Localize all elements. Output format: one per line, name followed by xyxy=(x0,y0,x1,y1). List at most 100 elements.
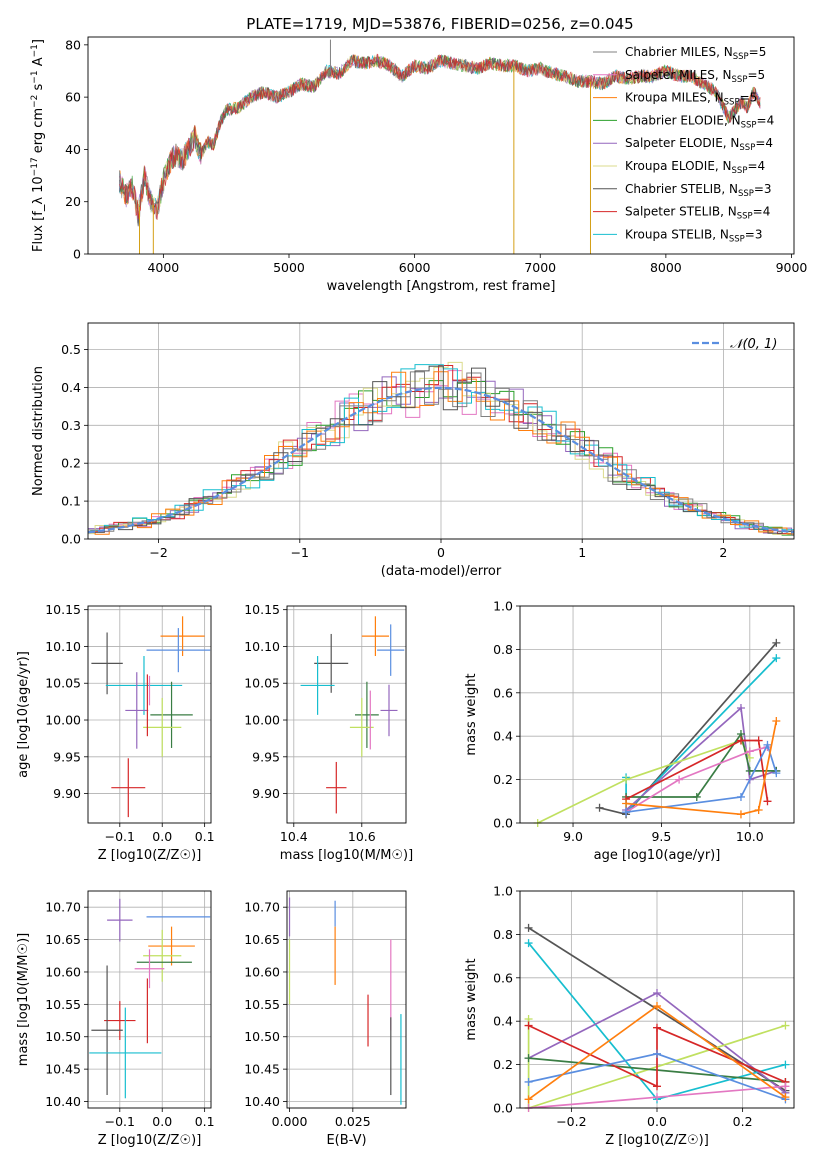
axes-frame xyxy=(519,890,795,1109)
y-tick-label: 10.40 xyxy=(45,1094,81,1109)
y-tick-label: 10.05 xyxy=(45,676,81,691)
x-tick-label: 0.025 xyxy=(335,1114,371,1129)
y-tick-label: 10.50 xyxy=(45,1029,81,1044)
y-tick-label: 9.95 xyxy=(252,749,280,764)
label-fragment: Z [log10(Z/Z☉)] xyxy=(605,1133,709,1148)
plus-marker xyxy=(763,797,772,806)
mass-weight-line xyxy=(625,746,768,813)
x-tick-label: −0.2 xyxy=(556,1114,586,1129)
x-tick-label: 9000 xyxy=(776,260,808,275)
y-axis-label: age [log10(age/yr)] xyxy=(16,651,31,778)
legend-val: =5 xyxy=(749,45,767,59)
x-tick-label: 10.0 xyxy=(736,829,764,844)
y-tick-label: 10.50 xyxy=(244,1029,280,1044)
y-tick-label: 10.05 xyxy=(244,676,280,691)
y-tick-label: 0.0 xyxy=(493,1101,513,1116)
y-tick-label: 60 xyxy=(65,90,81,105)
label-fragment: −17 xyxy=(30,157,40,176)
x-tick-label: 2 xyxy=(719,545,727,560)
plus-marker xyxy=(524,939,533,948)
legend-label: Kroupa ELODIE, NSSP=4 xyxy=(625,159,765,176)
legend-label: Salpeter ELODIE, NSSP=4 xyxy=(625,136,773,153)
y-tick-label: 10.60 xyxy=(244,964,280,979)
y-tick-label: 10.70 xyxy=(45,900,81,915)
label-fragment: (data-model)/error xyxy=(381,564,502,579)
x-tick-label: −2 xyxy=(149,545,167,560)
x-tick-label: 0.0 xyxy=(647,1114,667,1129)
label-fragment: age [log10(age/yr)] xyxy=(594,848,721,863)
panel-massweight-vs-age: 9.0 9.5 10.0 0.0 0.2 0.4 0.6 0.8 1.0 age [log10(a… xyxy=(464,599,795,863)
y-tick-label: 10.70 xyxy=(244,900,280,915)
x-tick-label: −0.1 xyxy=(105,1114,135,1129)
x-tick-label: 0.1 xyxy=(195,829,215,844)
panel-mass-vs-Z: −0.1 0.0 0.1 10.40 10.45 10.50 10.55 10.60 10.65… xyxy=(16,890,215,1148)
legend-text: Salpeter ELODIE, N xyxy=(625,136,739,150)
legend-label: Kroupa STELIB, NSSP=3 xyxy=(625,227,763,244)
legend-sub: SSP xyxy=(732,166,748,176)
figure-title: PLATE=1719, MJD=53876, FIBERID=0256, z=0… xyxy=(246,15,633,33)
plus-marker xyxy=(524,923,533,932)
x-axis-label: wavelength [Angstrom, rest frame] xyxy=(327,279,556,294)
legend-val: =5 xyxy=(740,91,758,105)
legend-text: Kroupa STELIB, N xyxy=(625,227,729,241)
y-tick-label: 0.4 xyxy=(61,380,81,395)
legend-sub: SSP xyxy=(741,120,757,130)
label-fragment: A xyxy=(31,57,46,70)
plus-marker xyxy=(781,1021,790,1030)
y-tick-label: 0.0 xyxy=(493,816,513,831)
legend-label: Salpeter STELIB, NSSP=4 xyxy=(625,205,770,222)
plus-marker xyxy=(653,988,661,997)
y-axis-label: Normed distribution xyxy=(31,366,46,496)
plus-marker xyxy=(736,703,745,712)
plus-marker xyxy=(772,717,781,726)
y-tick-label: 40 xyxy=(65,142,81,157)
y-axis-label: mass weight xyxy=(464,673,479,755)
plus-marker xyxy=(754,805,763,814)
label-fragment: age [log10(age/yr)] xyxy=(16,651,31,778)
label-fragment: ] xyxy=(31,39,46,44)
x-tick-label: 0 xyxy=(437,545,445,560)
plus-marker xyxy=(781,1060,790,1069)
x-axis-label: (data-model)/error xyxy=(381,564,502,579)
panel-mass-vs-EBV: 0.000 0.025 10.40 10.45 10.50 10.55 10.60 10.65… xyxy=(244,890,407,1148)
y-tick-label: 1.0 xyxy=(493,599,513,614)
x-axis-label: Z [log10(Z/Z☉)] xyxy=(98,848,202,863)
y-tick-label: 10.60 xyxy=(45,964,81,979)
panel-age-vs-Z: −0.1 0.0 0.1 9.90 9.95 10.00 10.05 10.10 10.15 Z … xyxy=(16,602,215,863)
plus-marker xyxy=(736,736,745,745)
plus-marker xyxy=(524,1077,533,1086)
y-tick-label: 10.65 xyxy=(244,932,280,947)
plus-marker xyxy=(622,799,631,808)
plus-marker xyxy=(653,1023,661,1032)
legend-text: Salpeter MILES, N xyxy=(625,68,732,82)
plus-marker xyxy=(772,769,781,778)
axes-frame xyxy=(286,605,407,824)
legend-sub: SSP xyxy=(739,143,755,153)
y-tick-label: 0.4 xyxy=(493,729,513,744)
plus-marker xyxy=(675,775,684,784)
legend-label: 𝒩(0, 1) xyxy=(730,337,777,352)
legend-text: Salpeter STELIB, N xyxy=(625,205,737,219)
y-tick-label: 0.8 xyxy=(493,642,513,657)
y-tick-label: 10.15 xyxy=(45,602,81,617)
y-tick-label: 0.5 xyxy=(61,342,81,357)
legend-text: Kroupa MILES, N xyxy=(625,91,724,105)
legend-label: Chabrier ELODIE, NSSP=4 xyxy=(625,113,774,130)
plus-marker xyxy=(736,792,745,801)
panel-spectrum: 4000 5000 6000 7000 8000 9000 0 20 40 60 80 wavelen… xyxy=(30,36,808,294)
plus-marker xyxy=(745,766,754,775)
x-axis-label: Z [log10(Z/Z☉)] xyxy=(605,1133,709,1148)
label-fragment: Z [log10(Z/Z☉)] xyxy=(98,848,202,863)
legend-val: =4 xyxy=(755,136,773,150)
mass-weight-line xyxy=(626,720,778,816)
label-fragment: mass [log10(M/M☉)] xyxy=(280,848,413,863)
y-tick-label: 0.6 xyxy=(493,970,513,985)
x-axis-label: age [log10(age/yr)] xyxy=(594,848,721,863)
x-tick-label: 5000 xyxy=(273,260,305,275)
legend-label: Salpeter MILES, NSSP=5 xyxy=(625,68,765,85)
mass-weight-line xyxy=(625,742,778,813)
axes-frame xyxy=(519,605,795,824)
label-fragment: wavelength [Angstrom, rest frame] xyxy=(327,279,556,294)
legend-val: =4 xyxy=(753,205,771,219)
x-tick-label: 0.1 xyxy=(195,1114,215,1129)
